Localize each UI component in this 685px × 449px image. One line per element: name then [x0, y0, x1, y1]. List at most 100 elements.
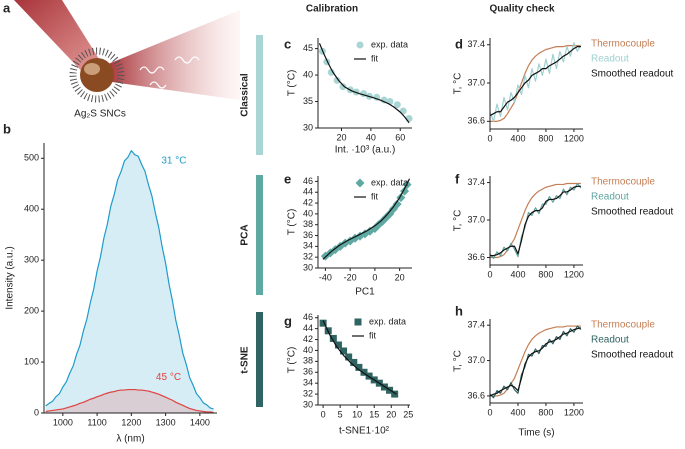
x-tick-label: 800: [538, 269, 553, 279]
y-tick-label: 40: [303, 345, 313, 355]
y-axis-label: T (°C): [287, 70, 298, 97]
row-label: t-SNE: [240, 346, 251, 374]
x-axis-label: t-SNE1·10²: [339, 426, 390, 437]
panel-letter: h: [455, 303, 463, 318]
y-tick-label: 36.6: [467, 252, 485, 262]
y-tick-label: 34: [303, 241, 313, 251]
emission-waves: [139, 56, 200, 89]
x-tick-label: 25: [403, 409, 413, 419]
y-tick-label: 35: [303, 96, 313, 106]
data-point: [392, 199, 402, 209]
y-tick-label: 45: [303, 43, 313, 53]
data-point: [327, 68, 335, 76]
data-point: [380, 96, 388, 104]
x-tick-label: 0: [487, 269, 492, 279]
x-tick-label: -20: [344, 272, 357, 282]
row-label: PCA: [240, 224, 251, 245]
y-tick-label: 38: [303, 356, 313, 366]
y-tick-label: 30: [303, 262, 313, 272]
panel-letter: e: [284, 171, 291, 186]
x-tick-label: 800: [538, 407, 553, 417]
row-bar: [256, 175, 263, 295]
nanocrystal-highlight: [84, 63, 100, 75]
x-tick-label: 1200: [564, 269, 584, 279]
y-axis-label: Intensity (a.u.): [5, 246, 16, 309]
y-tick-label: 37.4: [467, 39, 485, 49]
series-line: [490, 182, 581, 259]
x-tick-label: 15: [369, 409, 379, 419]
legend-label: Thermocouple: [591, 177, 655, 188]
y-tick-label: 32: [303, 252, 313, 262]
ligand-shell: [69, 47, 125, 103]
curve-label: 45 °C: [156, 372, 181, 383]
data-point: [393, 101, 401, 109]
y-tick-label: 200: [24, 305, 39, 315]
chart: h 36.6 37.0 37.4 0 400 800 1200 Time (s) T, °C The…: [453, 303, 674, 438]
panel-letter: f: [455, 171, 460, 186]
series-line: [490, 185, 581, 257]
x-tick-label: 1300: [156, 417, 176, 427]
panel-letter: b: [3, 121, 11, 136]
legend-marker: [356, 41, 364, 49]
legend-label: fit: [371, 191, 379, 201]
y-axis-label: T, °C: [453, 210, 464, 232]
y-tick-label: 37.0: [467, 355, 485, 365]
y-tick-label: 36: [303, 367, 313, 377]
series-line: [322, 178, 411, 260]
row-label: Classical: [240, 73, 251, 117]
panel-letter: c: [284, 36, 291, 51]
y-tick-label: 38: [303, 219, 313, 229]
x-tick-label: 0: [487, 407, 492, 417]
legend-label: exp. data: [371, 39, 408, 49]
data-point: [391, 390, 399, 398]
data-point: [355, 363, 363, 371]
x-axis-label: PC1: [355, 287, 375, 298]
y-tick-label: 300: [24, 255, 39, 265]
x-tick-label: 400: [510, 407, 525, 417]
series-line: [489, 46, 581, 117]
legend-label: exp. data: [371, 177, 408, 187]
legend-label: Readout: [591, 335, 629, 346]
x-tick-label: 20: [386, 409, 396, 419]
y-axis-label: T (°C): [287, 347, 298, 374]
y-tick-label: 42: [303, 197, 313, 207]
series-line: [489, 327, 582, 397]
y-tick-label: 37.4: [467, 177, 485, 187]
data-point: [345, 353, 353, 361]
data-point: [334, 341, 342, 349]
x-tick-label: 1100: [87, 417, 106, 427]
x-tick-label: 1200: [564, 133, 584, 143]
panel-letter: a: [3, 0, 11, 15]
chart: f 36.6 37.0 37.4 0 400 800 1200 T, °C Thermocoupl…: [453, 171, 674, 279]
x-tick-label: 400: [510, 133, 525, 143]
legend-label: Smoothed readout: [591, 69, 674, 80]
series-line: [318, 43, 410, 124]
y-axis-label: T, °C: [453, 73, 464, 95]
y-tick-label: 100: [24, 356, 39, 366]
legend-marker: [354, 318, 362, 326]
y-axis-label: T (°C): [287, 209, 298, 236]
chart: b 0 100 200 300 400 500 1000 1100 1200 1300 1400 λ (…: [3, 121, 217, 445]
x-tick-label: 20: [336, 132, 346, 142]
y-tick-label: 46: [303, 176, 313, 186]
series-line: [489, 42, 582, 122]
x-tick-label: 60: [395, 132, 405, 142]
y-tick-label: 0: [34, 407, 39, 417]
x-axis-label: Int. ·10³ (a.u.): [335, 145, 396, 156]
data-point: [319, 319, 327, 327]
laser-beam: [14, 0, 106, 80]
y-tick-label: 37.0: [467, 77, 485, 87]
data-point: [339, 83, 347, 91]
x-tick-label: 0: [372, 272, 377, 282]
chart: c 30 35 40 45 20 40 60 Int. ·10³ (a.u.) T (°C) exp…: [284, 36, 413, 156]
y-tick-label: 42: [303, 334, 313, 344]
data-point: [360, 368, 368, 376]
diagram: a 790 nm NIR emission Ag₂S SNCs: [3, 0, 240, 120]
x-tick-label: 10: [352, 409, 362, 419]
x-tick-label: 1200: [564, 407, 584, 417]
y-tick-label: 36.6: [467, 116, 485, 126]
x-tick-label: 20: [395, 272, 405, 282]
series-line: [489, 182, 582, 260]
